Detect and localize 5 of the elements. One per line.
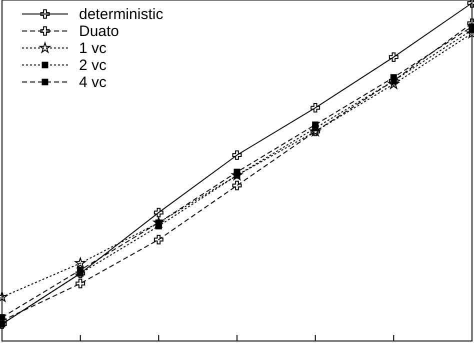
legend-label: Duato xyxy=(79,23,120,40)
legend-label: deterministic xyxy=(79,6,164,23)
legend-label: 4 vc xyxy=(79,74,108,91)
legend-label: 1 vc xyxy=(79,40,108,57)
legend-label: 2 vc xyxy=(79,57,108,74)
